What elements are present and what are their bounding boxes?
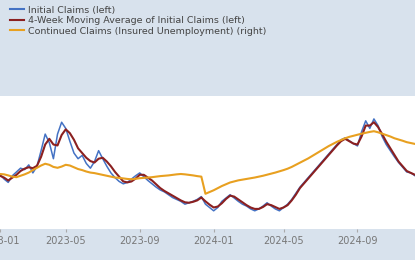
Legend: Initial Claims (left), 4-Week Moving Average of Initial Claims (left), Continued: Initial Claims (left), 4-Week Moving Ave… — [9, 5, 267, 36]
